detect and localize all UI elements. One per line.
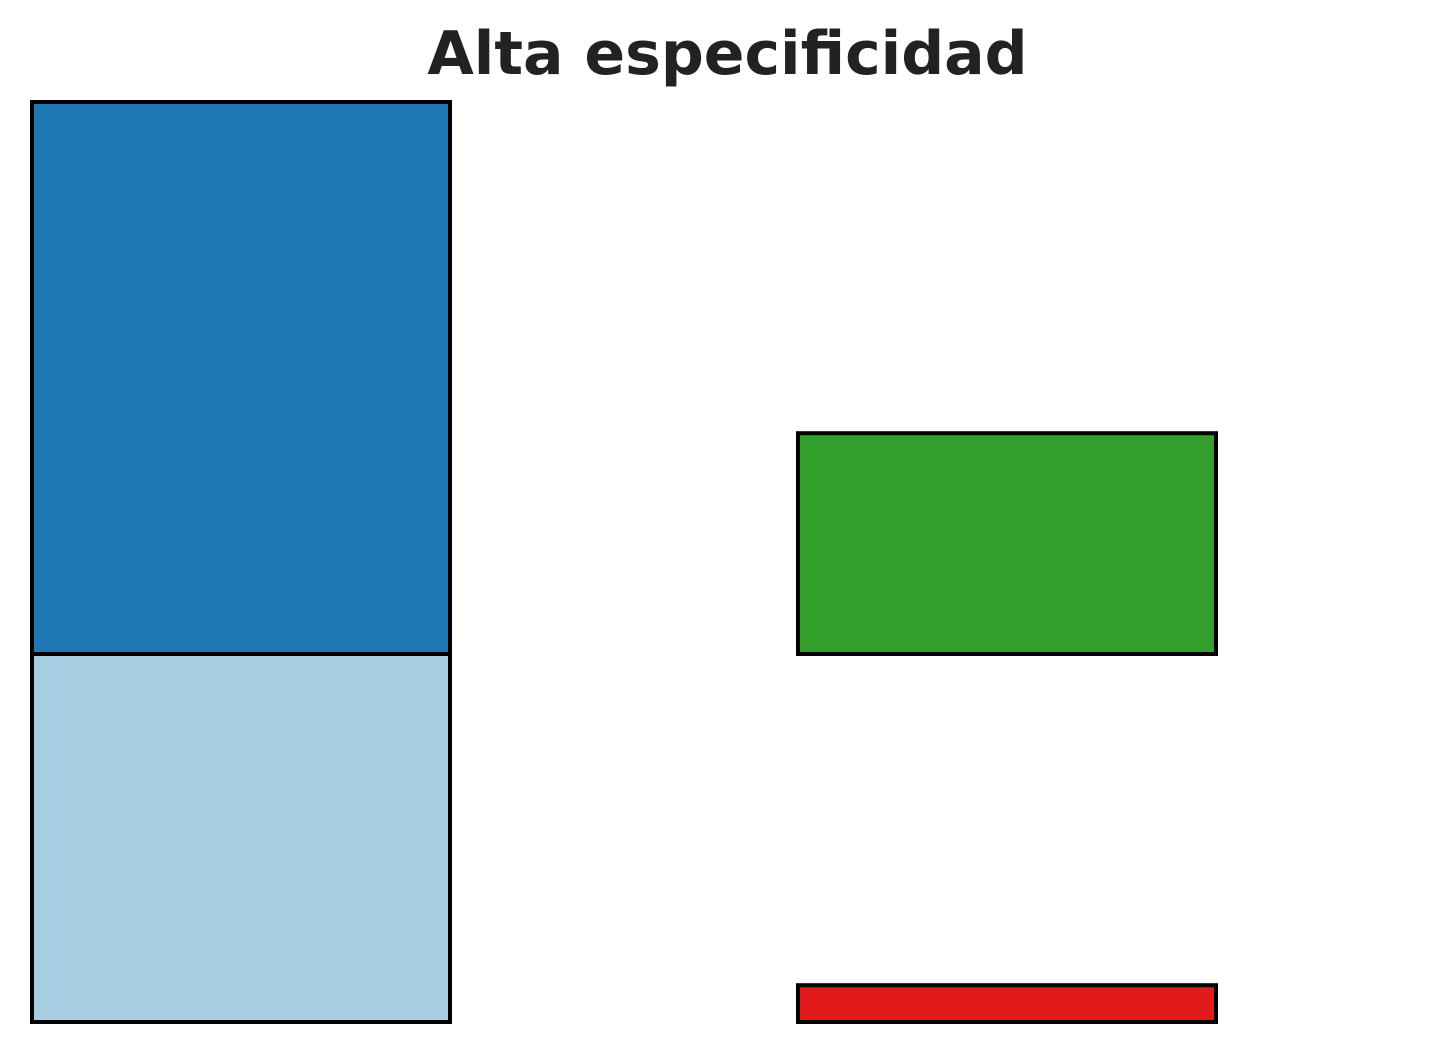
bar-2-segment-2 — [796, 431, 1218, 657]
bar-2-segment-1 — [796, 983, 1218, 1025]
bar-1-segment-2 — [30, 100, 452, 656]
chart-title: Alta especificidad — [427, 19, 1028, 89]
bar-1-segment-1 — [30, 652, 452, 1024]
